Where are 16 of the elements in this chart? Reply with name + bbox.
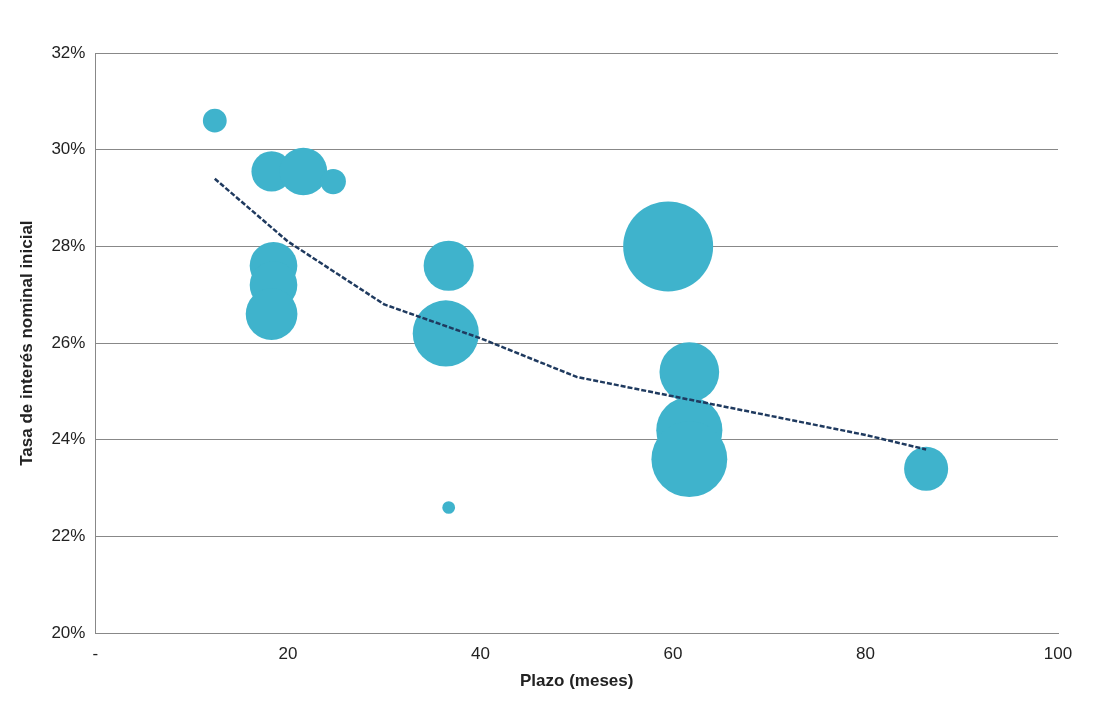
x-tick-label: 80 xyxy=(856,644,875,664)
y-tick-label: 26% xyxy=(51,332,86,352)
x-tick-label: - xyxy=(92,644,99,664)
y-tick-label: 32% xyxy=(51,42,86,62)
y-tick-label: 24% xyxy=(51,429,86,449)
x-tick-label: 40 xyxy=(470,644,490,664)
x-tick-label: 20 xyxy=(278,644,298,664)
x-axis-title: Plazo (meses) xyxy=(520,671,634,691)
y-axis-title: Tasa de interés nominal inicial xyxy=(16,220,36,466)
x-tick-label: 100 xyxy=(1043,644,1073,664)
x-tick-label: 60 xyxy=(663,644,683,664)
line-series xyxy=(213,177,928,451)
y-tick-label: 28% xyxy=(51,236,86,256)
y-tick-label: 30% xyxy=(51,139,86,159)
y-tick-label: 20% xyxy=(51,622,86,642)
y-tick-label: 22% xyxy=(51,526,86,546)
